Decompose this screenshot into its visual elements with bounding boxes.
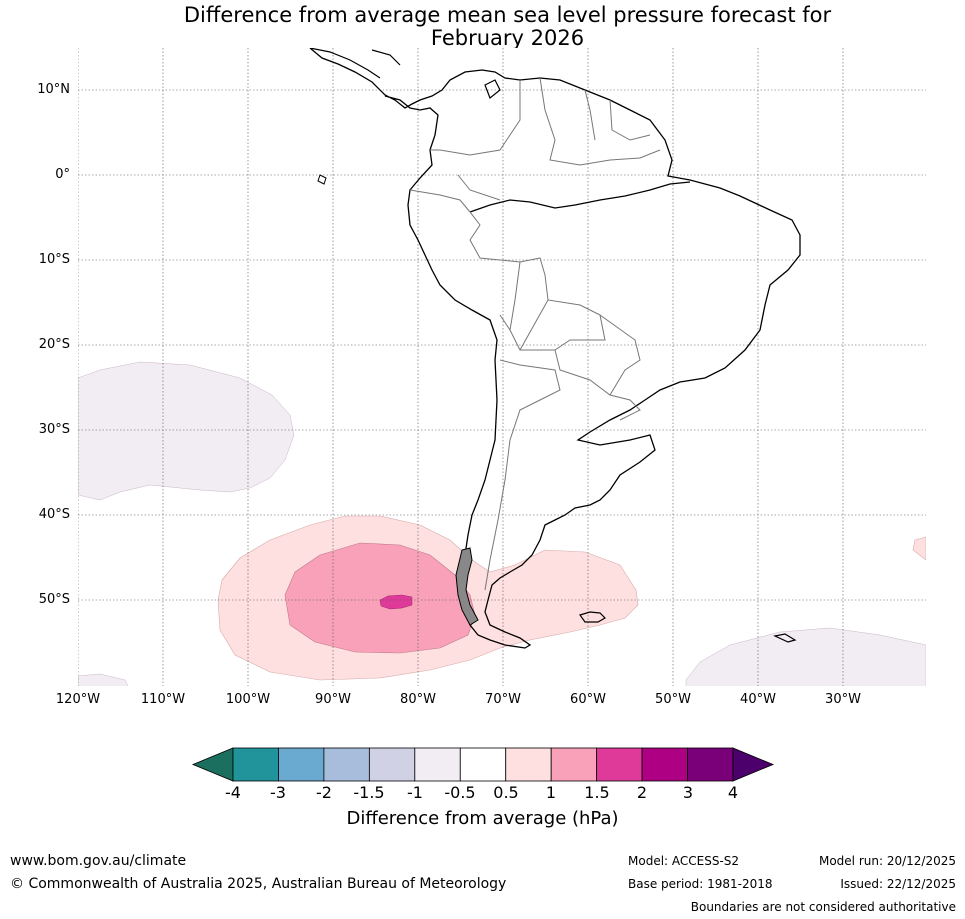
anomaly-low-region-pacific [78,361,295,501]
graticule [78,48,926,686]
lon-label-110w: 110°W [140,692,186,707]
title-line-1: Difference from average mean sea level p… [183,3,832,27]
lat-label-50s: 50°S [38,592,70,607]
chart-title: Difference from average mean sea level p… [0,4,965,50]
colorbar-tick: 0.5 [493,783,519,802]
colorbar-tick: 4 [727,783,739,802]
lon-label-50w: 50°W [655,692,691,707]
model-run-date: Model run: 20/12/2025 [818,854,956,868]
colorbar-label: Difference from average (hPa) [346,808,619,829]
lon-label-120w: 120°W [55,692,101,707]
model-name: Model: ACCESS-S2 [628,854,740,868]
central-america-coastline [309,48,501,99]
anomaly-high-region-core [379,594,413,610]
lat-label-40s: 40°S [38,507,70,522]
lon-label-100w: 100°W [225,692,271,707]
colorbar-tick: -4 [225,783,241,802]
anomaly-low-region-sw [78,673,129,686]
south-america-coastline [309,48,801,649]
lat-label-10n: 10°N [37,82,70,97]
lon-label-30w: 30°W [825,692,861,707]
amazon-river [469,181,691,213]
lat-label-30s: 30°S [38,422,70,437]
colorbar-tick: -1.5 [353,783,385,802]
colorbar-tick: -2 [316,783,332,802]
copyright-text: © Commonwealth of Australia 2025, Austra… [10,876,507,892]
colorbar-tick: -0.5 [444,783,476,802]
issued-date: Issued: 22/12/2025 [840,877,956,891]
anomaly-high-region-middle [284,542,476,654]
lat-label-0: 0° [55,167,70,182]
lon-label-60w: 60°W [570,692,606,707]
colorbar-tick: -3 [270,783,286,802]
colorbar-tick: 1 [545,783,557,802]
galapagos-islands [317,174,327,185]
lat-label-20s: 20°S [38,337,70,352]
website-link[interactable]: www.bom.gov.au/climate [10,853,187,869]
lat-label-10s: 10°S [38,252,70,267]
south-georgia [773,633,797,643]
anomaly-high-region-ne [912,536,926,561]
lon-label-40w: 40°W [740,692,776,707]
lon-label-70w: 70°W [485,692,521,707]
anomaly-low-region-atlantic [685,627,926,686]
chile-fjords [455,547,479,626]
colorbar-tick: 2 [636,783,648,802]
falkland-islands [579,611,606,623]
boundaries-disclaimer: Boundaries are not considered authoritat… [690,900,956,914]
lon-label-80w: 80°W [400,692,436,707]
colorbar-tick: 1.5 [584,783,610,802]
colorbar-tick: -1 [407,783,423,802]
title-line-2: February 2026 [430,26,585,50]
lon-label-90w: 90°W [315,692,351,707]
colorbar-tick: 3 [682,783,694,802]
base-period: Base period: 1981-2018 [628,877,773,891]
country-borders [409,77,661,591]
